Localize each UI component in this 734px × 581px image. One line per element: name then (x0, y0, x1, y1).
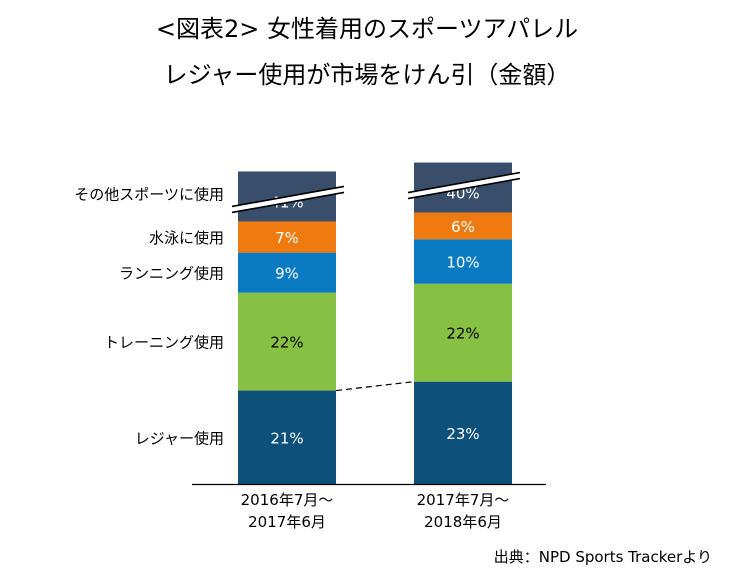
axis-break-line-top-1 (231, 185, 345, 208)
source-note: 出典：NPD Sports Trackerより (493, 548, 712, 566)
bar-segment-1-2 (414, 381, 512, 484)
bar-segment-2-1 (238, 292, 336, 391)
axis-break-line-top-2 (407, 171, 521, 194)
x-tick-label-2-2: 2018年6月 (424, 513, 502, 531)
axis-break-gap-2 (408, 172, 520, 199)
data-label-3-2: 10% (446, 254, 479, 272)
axis-break-line-bottom-2 (407, 177, 521, 200)
bar-segment-4-1 (238, 221, 336, 253)
axis-break-line-bottom-1 (231, 191, 345, 214)
data-label-2-1: 22% (270, 334, 303, 352)
data-label-4-2: 6% (451, 218, 475, 236)
series-label-2: トレーニング使用 (104, 334, 224, 352)
series-label-4: 水泳に使用 (149, 229, 224, 247)
chart-title-line2: レジャー使用が市場をけん引（金額） (163, 61, 571, 89)
data-label-1-1: 21% (270, 429, 303, 447)
series-label-5: その他スポーツに使用 (74, 185, 224, 203)
chart-title-line1: <図表2> 女性着用のスポーツアパレル (155, 15, 579, 43)
x-tick-label-1-1: 2016年7月～ (241, 491, 334, 509)
axis-break-gap-1 (232, 186, 344, 213)
bar-segment-3-1 (238, 252, 336, 293)
data-label-1-2: 23% (446, 425, 479, 443)
x-tick-label-2-1: 2017年7月～ (417, 491, 510, 509)
data-label-2-2: 22% (446, 325, 479, 343)
bar-segment-3-2 (414, 239, 512, 284)
data-label-4-1: 7% (275, 229, 299, 247)
data-label-3-1: 9% (275, 265, 299, 283)
bar-segment-1-1 (238, 390, 336, 484)
bar-segment-4-2 (414, 212, 512, 240)
series-label-3: ランニング使用 (119, 265, 224, 283)
connector-dashed-line (335, 381, 415, 392)
bar-segment-2-2 (414, 283, 512, 382)
series-label-1: レジャー使用 (135, 429, 224, 447)
x-tick-label-1-2: 2017年6月 (248, 513, 326, 531)
